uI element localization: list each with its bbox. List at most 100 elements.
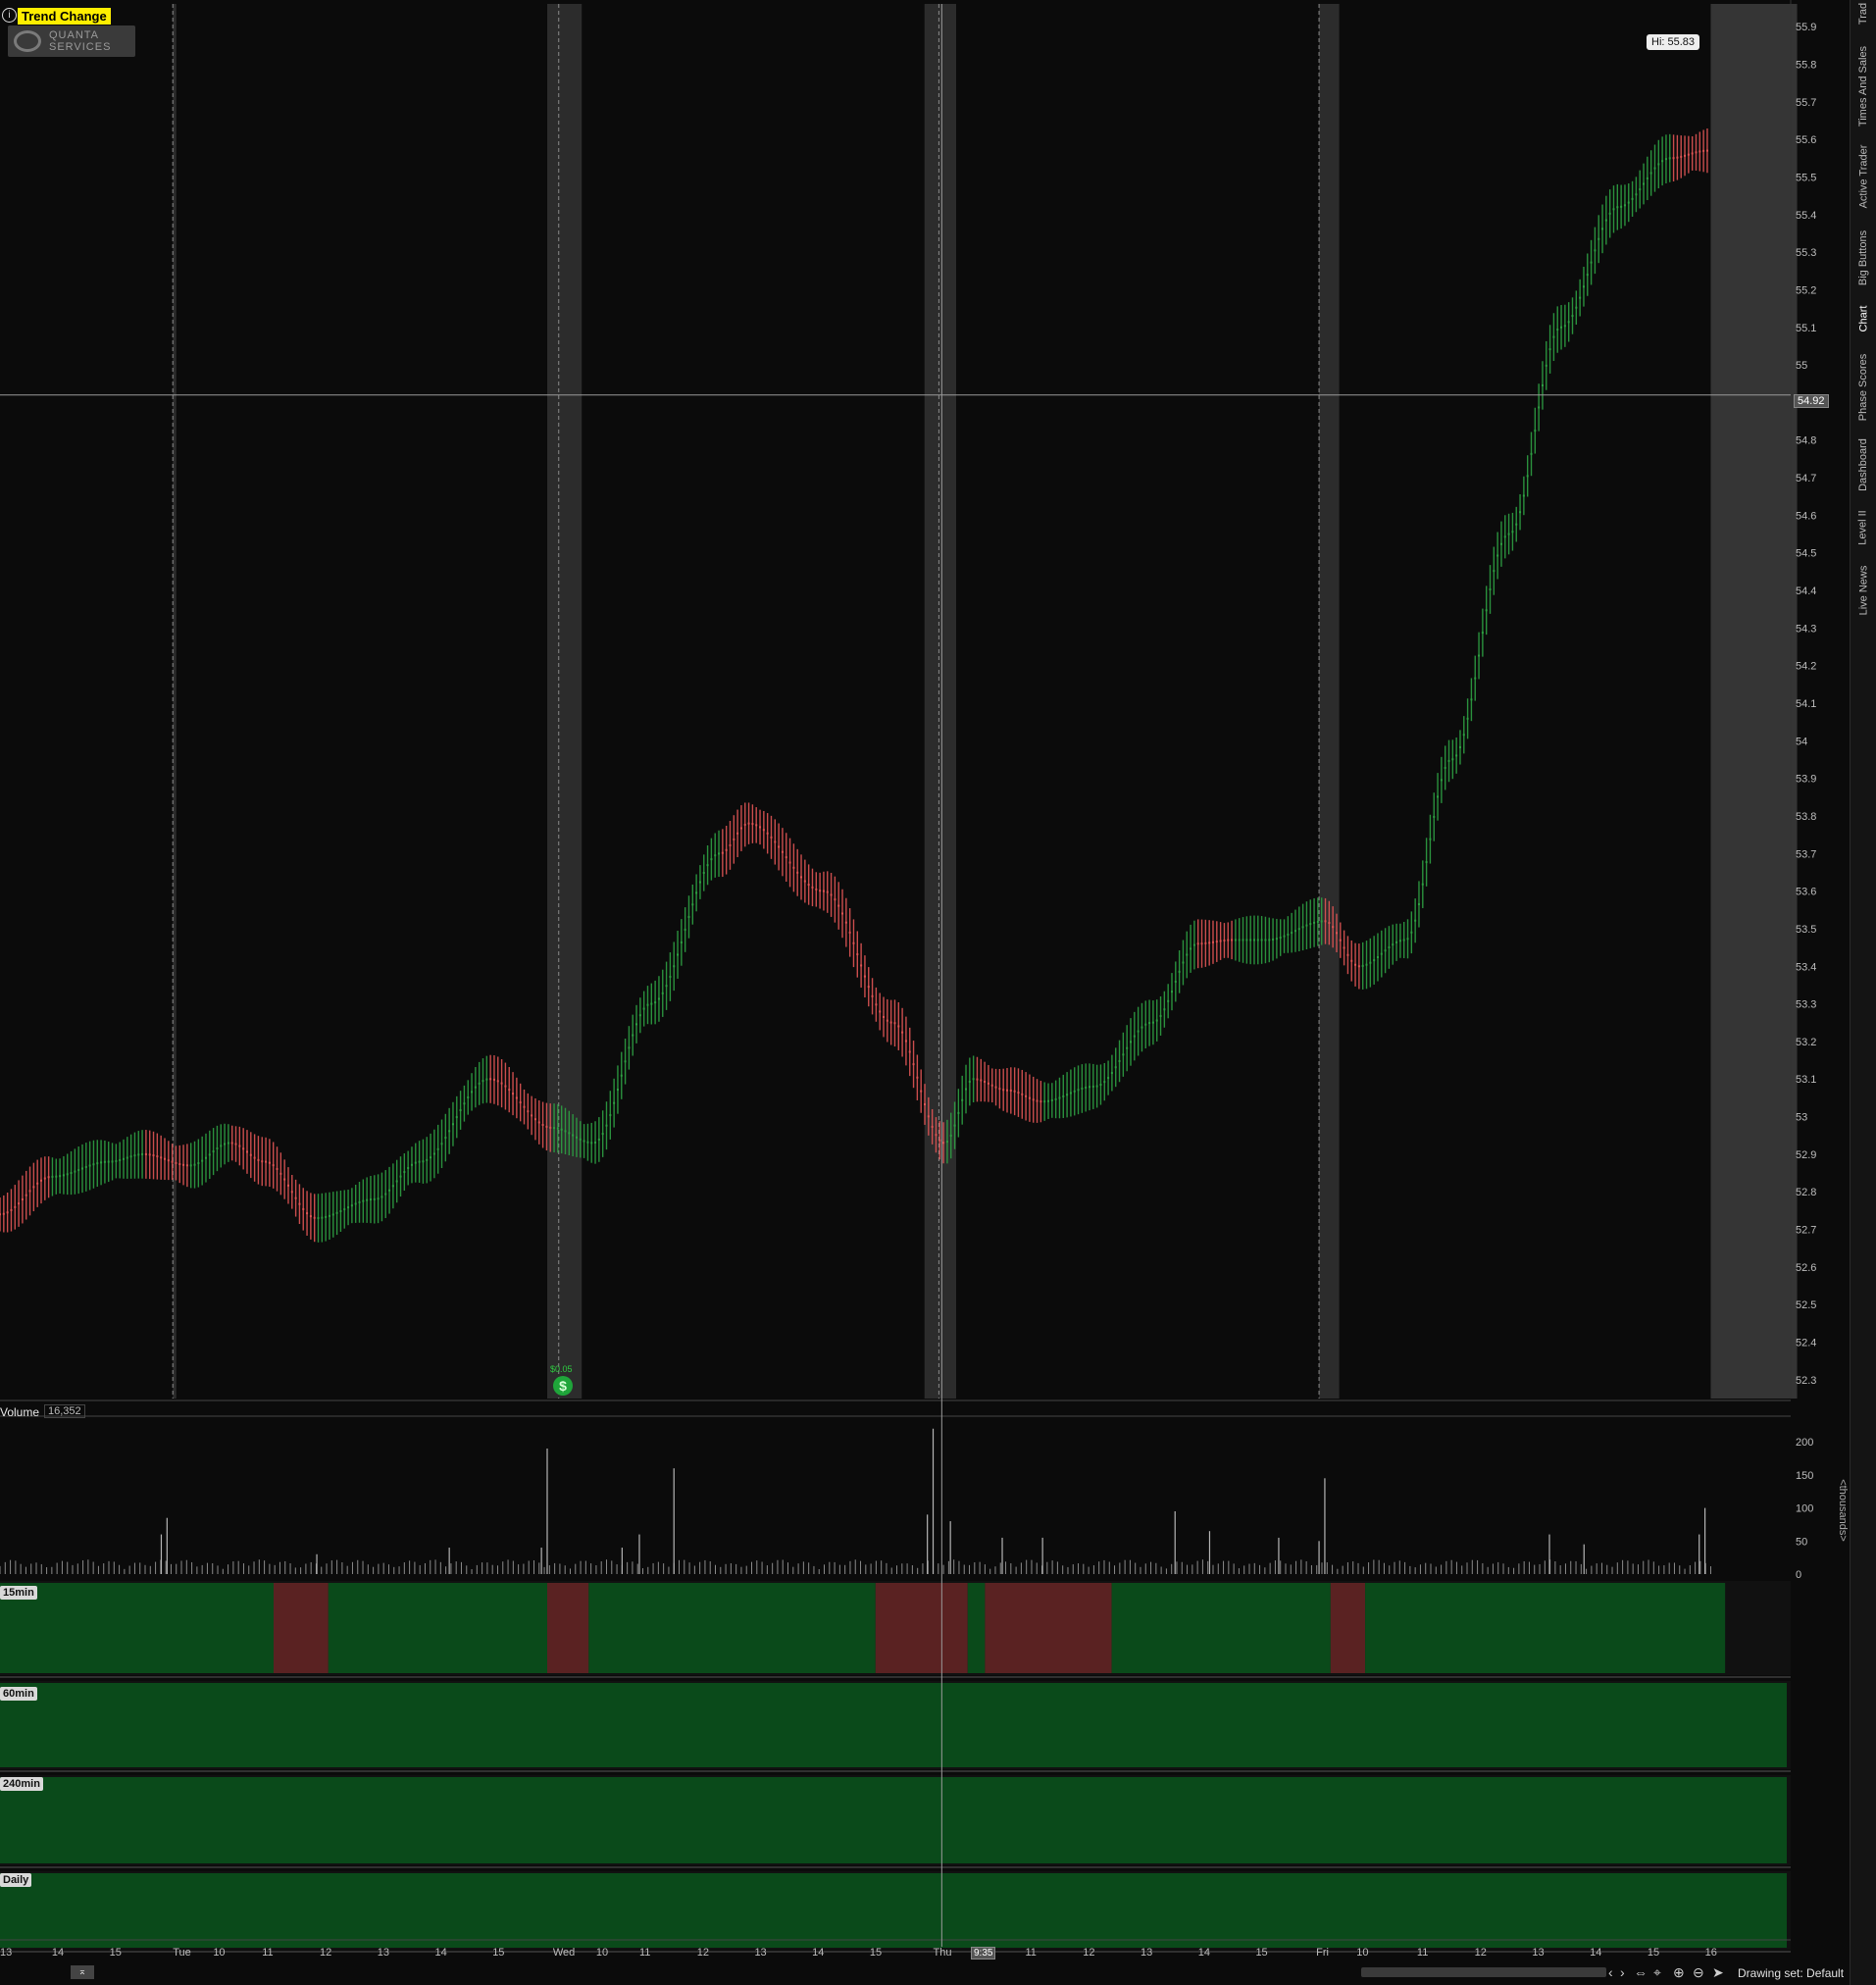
price-bar-center xyxy=(1021,1093,1024,1095)
price-bar-center xyxy=(1552,335,1555,338)
price-bar-center xyxy=(886,1019,888,1022)
price-bar-center xyxy=(725,848,728,851)
price-bar-center xyxy=(294,1196,297,1199)
price-bar-center xyxy=(43,1177,46,1180)
trend-segment xyxy=(0,1683,1787,1767)
price-bar-center xyxy=(245,1150,248,1153)
price-bar-center xyxy=(755,824,758,827)
price-bar-center xyxy=(141,1152,144,1155)
price-bar-center xyxy=(160,1156,163,1159)
price-tick-label: 54.5 xyxy=(1796,548,1816,560)
tab-phase-scores[interactable]: Phase Scores xyxy=(1857,353,1870,422)
price-bar-center xyxy=(467,1095,470,1098)
price-bar-center xyxy=(1133,1035,1136,1038)
price-bar-center xyxy=(1664,158,1667,161)
price-bar-center xyxy=(1148,1022,1151,1025)
price-bar-center xyxy=(1118,1059,1121,1062)
price-bar-center xyxy=(422,1160,425,1163)
price-bar-center xyxy=(980,1079,983,1082)
trend-segment xyxy=(967,1583,986,1673)
price-bar-center xyxy=(197,1162,200,1165)
horizontal-scrollbar[interactable] xyxy=(1361,1967,1606,1977)
scroll-left-icon[interactable]: ‹ xyxy=(1608,1964,1613,1980)
price-tick-label: 52.5 xyxy=(1796,1299,1816,1311)
dividend-icon[interactable]: $ xyxy=(553,1376,573,1396)
price-bar-center xyxy=(972,1078,975,1081)
price-bar-center xyxy=(395,1180,398,1183)
price-bar-center xyxy=(1437,795,1440,798)
price-bar-center xyxy=(144,1152,147,1155)
time-tick-label: 11 xyxy=(1417,1947,1428,1959)
price-bar-center xyxy=(1470,698,1473,701)
price-bar-center xyxy=(965,1088,968,1091)
crosshair-icon[interactable]: ⌖ xyxy=(1653,1964,1661,1980)
price-bar-center xyxy=(1444,766,1446,769)
pointer-icon[interactable]: ➤ xyxy=(1712,1964,1724,1980)
trend-segment xyxy=(875,1583,968,1673)
pan-icon[interactable]: ⇔ xyxy=(1634,1964,1648,1980)
tab-big-buttons[interactable]: Big Buttons xyxy=(1857,229,1870,286)
price-bar-center xyxy=(163,1157,166,1160)
price-bar-center xyxy=(1275,938,1278,941)
expand-panel-button[interactable]: ⌅ xyxy=(71,1965,94,1979)
drawing-set-label[interactable]: Drawing set: Default xyxy=(1738,1966,1845,1980)
tab-chart[interactable]: Chart xyxy=(1857,305,1869,332)
tab-times-and-sales[interactable]: Times And Sales xyxy=(1857,45,1870,127)
price-bar-center xyxy=(871,994,874,997)
price-bar-center xyxy=(1050,1099,1053,1102)
price-bar-center xyxy=(762,829,765,832)
price-bar-center xyxy=(822,890,825,892)
price-bar-center xyxy=(953,1124,956,1127)
zoom-in-icon[interactable]: ⊕ xyxy=(1673,1964,1685,1980)
price-bar-center xyxy=(1417,902,1420,905)
trend-segment xyxy=(273,1583,329,1673)
price-bar-center xyxy=(1548,348,1551,351)
price-bar-center xyxy=(1369,961,1372,964)
zoom-out-icon[interactable]: ⊖ xyxy=(1693,1964,1704,1980)
price-bar-center xyxy=(455,1116,458,1119)
price-bar-center xyxy=(935,1134,938,1137)
tab-trade[interactable]: Trad xyxy=(1857,2,1869,25)
tab-active-trader[interactable]: Active Trader xyxy=(1857,144,1869,208)
price-bar-center xyxy=(1481,632,1484,635)
price-bar-center xyxy=(1141,1026,1143,1029)
logo-q-icon xyxy=(14,30,41,52)
info-circle-icon[interactable]: i xyxy=(2,8,17,23)
price-bar-center xyxy=(290,1191,293,1194)
tab-live-news[interactable]: Live News xyxy=(1857,565,1869,616)
price-bar-center xyxy=(904,1040,907,1043)
price-bar-center xyxy=(1627,201,1630,204)
price-bar-center xyxy=(1208,942,1211,944)
price-tick-label: 53.5 xyxy=(1796,924,1816,936)
price-bar-center xyxy=(1668,157,1671,160)
price-bar-center xyxy=(512,1093,515,1095)
price-bar-center xyxy=(1357,965,1360,968)
tab-dashboard[interactable]: Dashboard xyxy=(1857,438,1870,491)
price-tick-label: 54.4 xyxy=(1796,585,1816,597)
price-bar-center xyxy=(18,1202,21,1205)
price-bar-center xyxy=(747,822,750,825)
price-bar-center xyxy=(642,1007,645,1010)
price-bar-center xyxy=(325,1215,328,1218)
tab-level-ii[interactable]: Level II xyxy=(1857,509,1869,545)
study-label[interactable]: Trend Change xyxy=(18,8,111,25)
scroll-right-icon[interactable]: › xyxy=(1620,1964,1625,1980)
price-bar-center xyxy=(1122,1053,1125,1056)
price-bar-center xyxy=(321,1216,324,1219)
price-bar-center xyxy=(994,1086,997,1089)
time-tick-label: 13 xyxy=(754,1947,766,1959)
price-bar-center xyxy=(224,1143,227,1145)
price-bar-center xyxy=(1316,920,1319,923)
price-bar-center xyxy=(1091,1085,1094,1088)
price-bar-center xyxy=(1054,1097,1057,1100)
price-bar-center xyxy=(1657,163,1660,166)
volume-tick-label: 0 xyxy=(1796,1569,1801,1581)
session-band xyxy=(924,4,957,1399)
price-bar-center xyxy=(1249,939,1252,942)
price-bar-center xyxy=(1522,494,1525,497)
price-bar-center xyxy=(837,904,840,907)
price-bar-center xyxy=(440,1143,443,1145)
price-bar-center xyxy=(350,1204,353,1207)
price-bar-center xyxy=(1635,193,1638,196)
